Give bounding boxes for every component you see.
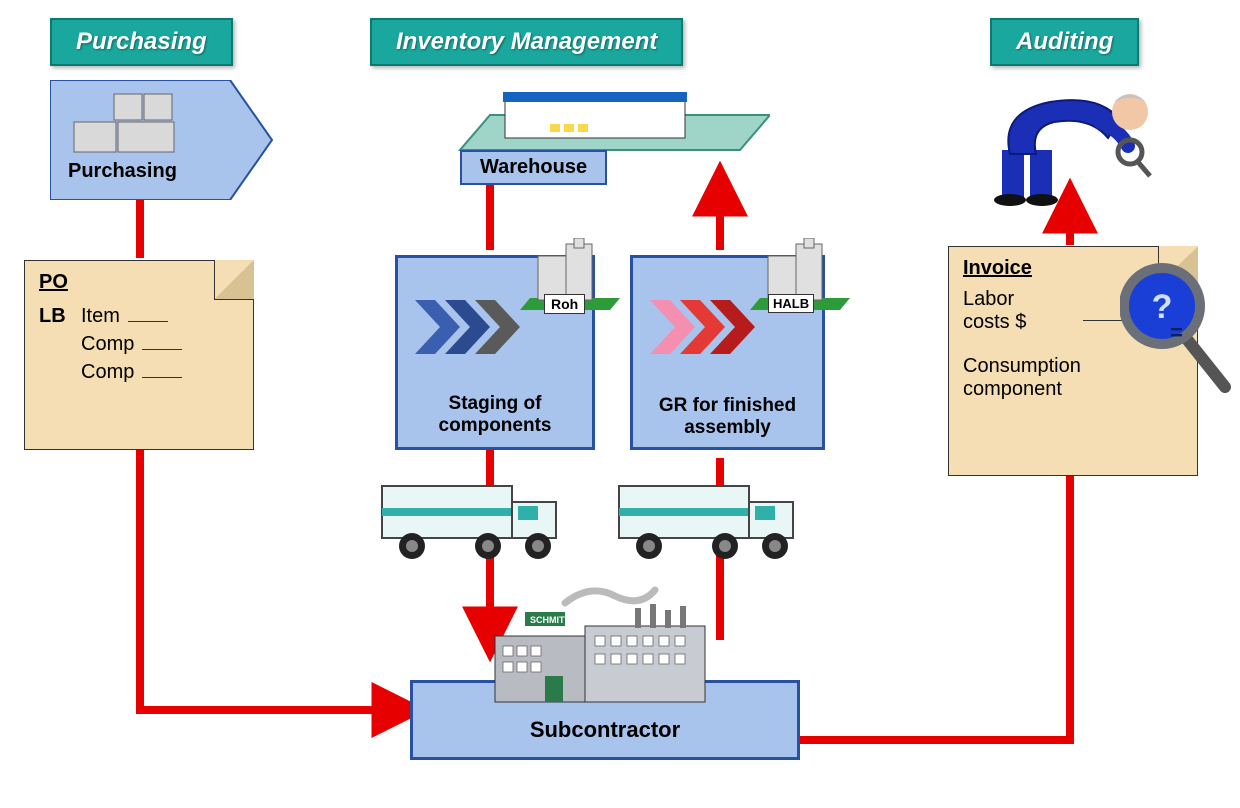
halb-tag: HALB: [768, 294, 814, 313]
svg-text:SCHMITT: SCHMITT: [530, 615, 570, 625]
header-inventory: Inventory Management: [370, 18, 683, 66]
po-row-1: Comp: [81, 333, 134, 356]
roh-tag: Roh: [544, 294, 585, 314]
po-document: PO LB Item Comp Comp: [24, 260, 254, 450]
subcontractor-label: Subcontractor: [413, 717, 797, 743]
magnifier-icon: ? =: [1120, 262, 1240, 402]
staging-label: Staging of components: [398, 393, 592, 437]
invoice-title: Invoice: [963, 257, 1032, 279]
po-lb: LB: [39, 305, 73, 328]
boxes-icon: [72, 92, 182, 154]
truck-left-icon: [378, 480, 578, 570]
warehouse-label-box: Warehouse: [460, 150, 607, 185]
gr-chevrons-icon: [640, 300, 760, 355]
truck-right-icon: [615, 480, 815, 570]
svg-text:=: =: [1170, 320, 1183, 345]
po-row-2: Comp: [81, 361, 134, 384]
factory-icon: SCHMITT: [485, 602, 715, 712]
header-purchasing: Purchasing: [50, 18, 233, 66]
auditor-icon: [980, 72, 1170, 207]
header-auditing: Auditing: [990, 18, 1139, 66]
warehouse-label: Warehouse: [480, 156, 587, 178]
po-row-0: Item: [81, 305, 120, 328]
gr-label: GR for finished assembly: [633, 395, 822, 439]
po-title: PO: [39, 271, 68, 294]
staging-chevrons-icon: [405, 300, 525, 355]
purchasing-label: Purchasing: [68, 160, 177, 183]
